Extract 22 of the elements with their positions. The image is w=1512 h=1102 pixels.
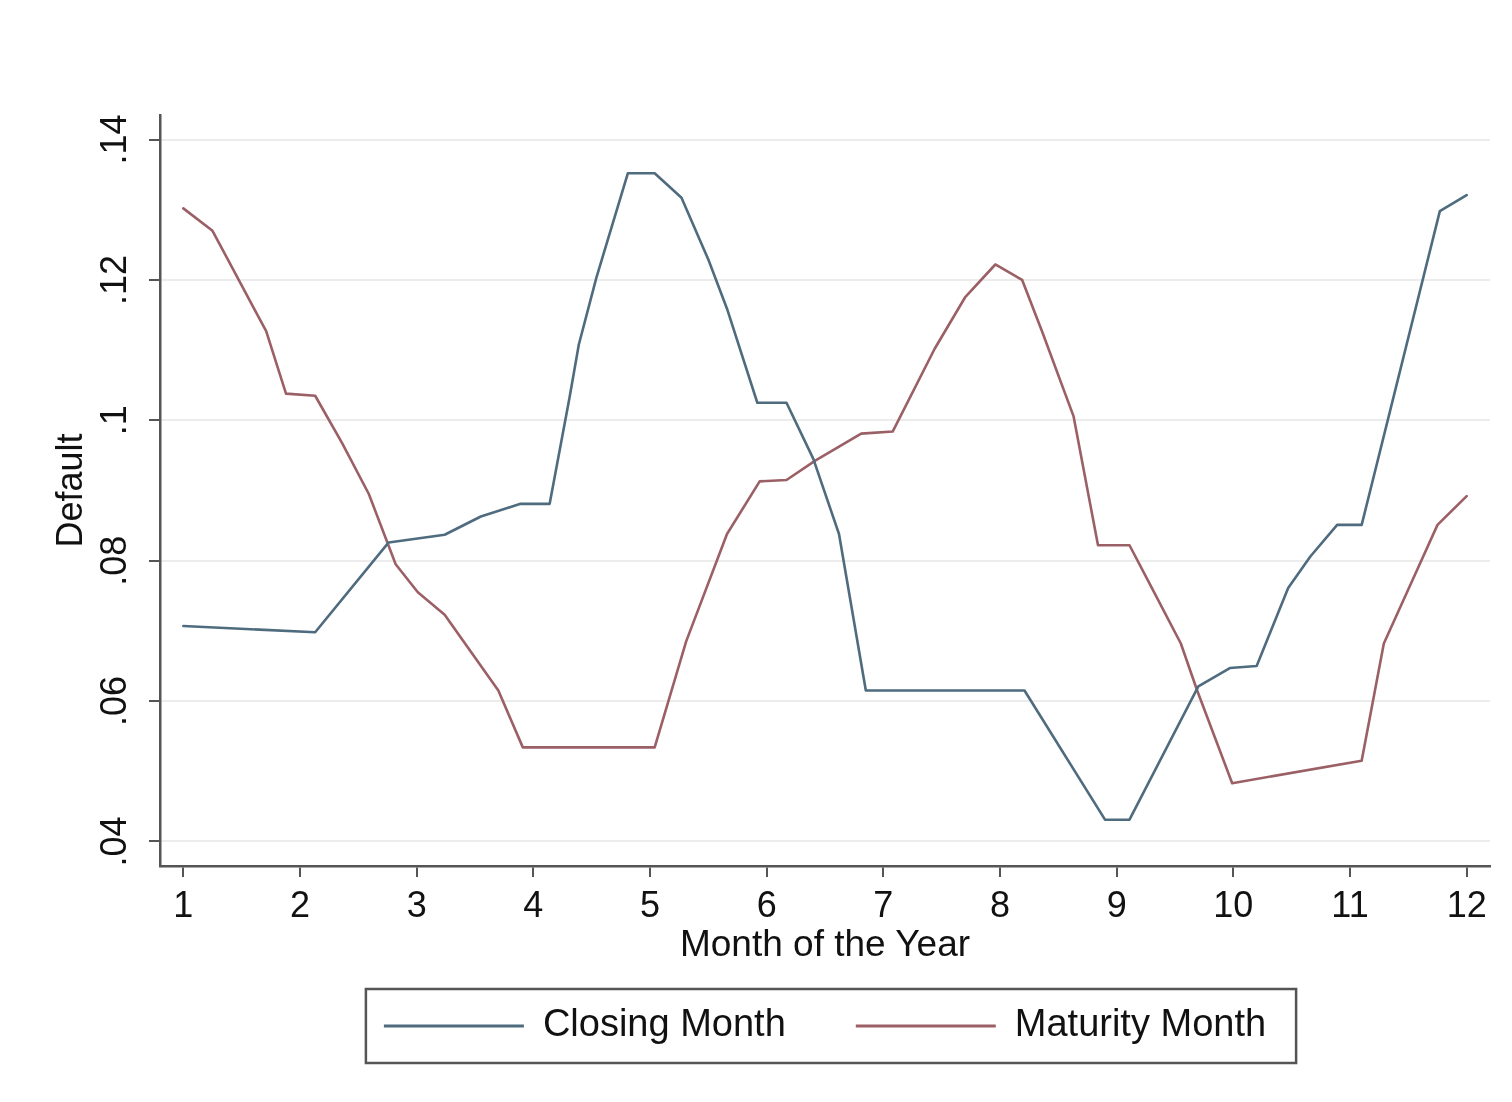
x-axis-title: Month of the Year	[679, 923, 971, 964]
y-axis-title: Default	[48, 433, 90, 548]
y-tick-label: .12	[92, 254, 134, 305]
x-tick-label: 1	[173, 883, 194, 925]
x-tick-label: 9	[1106, 883, 1127, 925]
x-tick-label: 12	[1446, 883, 1487, 925]
x-tick-label: 5	[639, 883, 661, 925]
y-tick-label: .04	[92, 816, 134, 867]
x-tick-label: 10	[1213, 883, 1254, 925]
legend-label: Maturity Month	[1014, 1002, 1267, 1045]
x-tick-label: 3	[406, 883, 427, 925]
y-tick-label: .08	[92, 535, 134, 586]
x-tick-label: 2	[289, 883, 311, 925]
x-tick-label: 11	[1331, 883, 1369, 925]
x-tick-label: 8	[989, 883, 1011, 925]
y-tick-label: .06	[92, 676, 134, 727]
x-tick-label: 6	[756, 883, 777, 925]
x-tick-label: 4	[523, 883, 544, 925]
y-tick-label: .1	[92, 405, 134, 436]
y-tick-label: .14	[92, 114, 134, 165]
legend-label: Closing Month	[542, 1002, 786, 1045]
x-tick-label: 7	[873, 883, 894, 925]
